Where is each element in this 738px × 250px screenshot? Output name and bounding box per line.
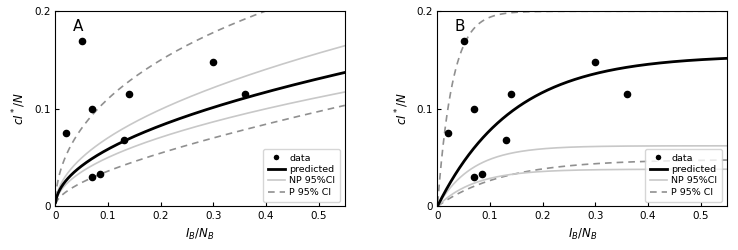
- Point: [86, 175, 98, 179]
- Legend: data, predicted, NP 95%CI, P 95% CI: data, predicted, NP 95%CI, P 95% CI: [645, 149, 723, 202]
- Point: [458, 38, 469, 42]
- Point: [590, 60, 601, 64]
- X-axis label: $I_B/N_B$: $I_B/N_B$: [185, 227, 215, 242]
- X-axis label: $I_B/N_B$: $I_B/N_B$: [568, 227, 597, 242]
- Point: [60, 131, 72, 135]
- Point: [94, 172, 106, 176]
- Point: [118, 138, 130, 142]
- Text: A: A: [73, 19, 83, 34]
- Point: [621, 92, 632, 96]
- Point: [506, 92, 517, 96]
- Point: [500, 138, 511, 142]
- Text: B: B: [455, 19, 466, 34]
- Point: [469, 175, 480, 179]
- Point: [476, 172, 488, 176]
- Point: [469, 107, 480, 111]
- Point: [76, 38, 88, 42]
- Point: [86, 107, 98, 111]
- Y-axis label: $cI^*/N$: $cI^*/N$: [393, 92, 410, 125]
- Y-axis label: $cI^*/N$: $cI^*/N$: [11, 92, 29, 125]
- Point: [442, 131, 454, 135]
- Point: [123, 92, 135, 96]
- Legend: data, predicted, NP 95%CI, P 95% CI: data, predicted, NP 95%CI, P 95% CI: [263, 149, 340, 202]
- Point: [207, 60, 219, 64]
- Point: [239, 92, 251, 96]
